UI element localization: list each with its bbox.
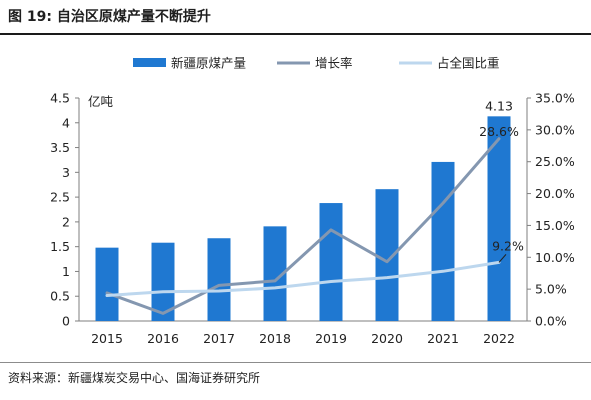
left-tick-label: 2 — [62, 214, 70, 229]
right-tick-label: 10.0% — [535, 250, 575, 265]
bar-2015 — [95, 247, 119, 321]
share-leader-line — [498, 254, 507, 263]
growth-rate-line — [105, 137, 501, 315]
bar-2019 — [319, 203, 343, 321]
left-tick-label: 2.5 — [50, 190, 70, 205]
x-tick-label: 2019 — [315, 331, 347, 346]
left-tick-label: 1.5 — [50, 239, 70, 254]
right-tick-label: 20.0% — [535, 186, 575, 201]
x-tick-label: 2021 — [427, 331, 459, 346]
x-tick-label: 2022 — [483, 331, 515, 346]
data-label-output-2022: 4.13 — [485, 98, 513, 113]
source-divider — [0, 362, 591, 363]
left-tick-label: 3 — [62, 165, 70, 180]
right-tick-label: 35.0% — [535, 91, 575, 106]
legend-label-growth: 增长率 — [315, 56, 353, 71]
national-share-line — [105, 260, 501, 298]
x-tick-label: 2017 — [203, 331, 235, 346]
bar-2016 — [151, 242, 175, 321]
figure-title: 图 19: 自治区原煤产量不断提升 — [8, 9, 211, 25]
legend-swatch-output — [133, 58, 166, 67]
left-tick-label: 3.5 — [50, 140, 70, 155]
x-tick-label: 2016 — [147, 331, 179, 346]
legend-label-output: 新疆原煤产量 — [171, 56, 246, 71]
bar-2022 — [487, 116, 511, 321]
legend-label-share: 占全国比重 — [437, 56, 500, 71]
x-tick-label: 2018 — [259, 331, 291, 346]
x-tick-label: 2015 — [91, 331, 123, 346]
left-tick-label: 0.5 — [50, 289, 70, 304]
coal-output-chart: 新疆原煤产量 增长率 占全国比重 0 0.5 1 1.5 2 2.5 3 3.5 4 4.5 0.0% 5.… — [50, 56, 575, 347]
x-tick-label: 2020 — [371, 331, 403, 346]
right-tick-label: 5.0% — [535, 282, 567, 297]
left-tick-label: 4 — [62, 115, 70, 130]
data-label-share-2022: 9.2% — [492, 238, 524, 253]
bar-2021 — [431, 161, 455, 321]
bar-2017 — [207, 238, 231, 321]
left-tick-label: 4.5 — [50, 91, 70, 106]
data-label-growth-2022: 28.6% — [479, 124, 519, 139]
right-tick-label: 30.0% — [535, 122, 575, 137]
bar-2018 — [263, 226, 287, 321]
source-note: 资料来源：新疆煤炭交易中心、国海证券研究所 — [8, 371, 261, 385]
right-tick-label: 0.0% — [535, 314, 567, 329]
title-divider — [0, 33, 591, 35]
left-tick-label: 1 — [62, 264, 70, 279]
right-tick-label: 25.0% — [535, 154, 575, 169]
right-tick-label: 15.0% — [535, 218, 575, 233]
bar-2020 — [375, 189, 399, 321]
figure-header: 图 19: 自治区原煤产量不断提升 — [0, 0, 591, 32]
left-tick-label: 0 — [62, 314, 70, 329]
left-axis-unit: 亿吨 — [88, 94, 114, 109]
